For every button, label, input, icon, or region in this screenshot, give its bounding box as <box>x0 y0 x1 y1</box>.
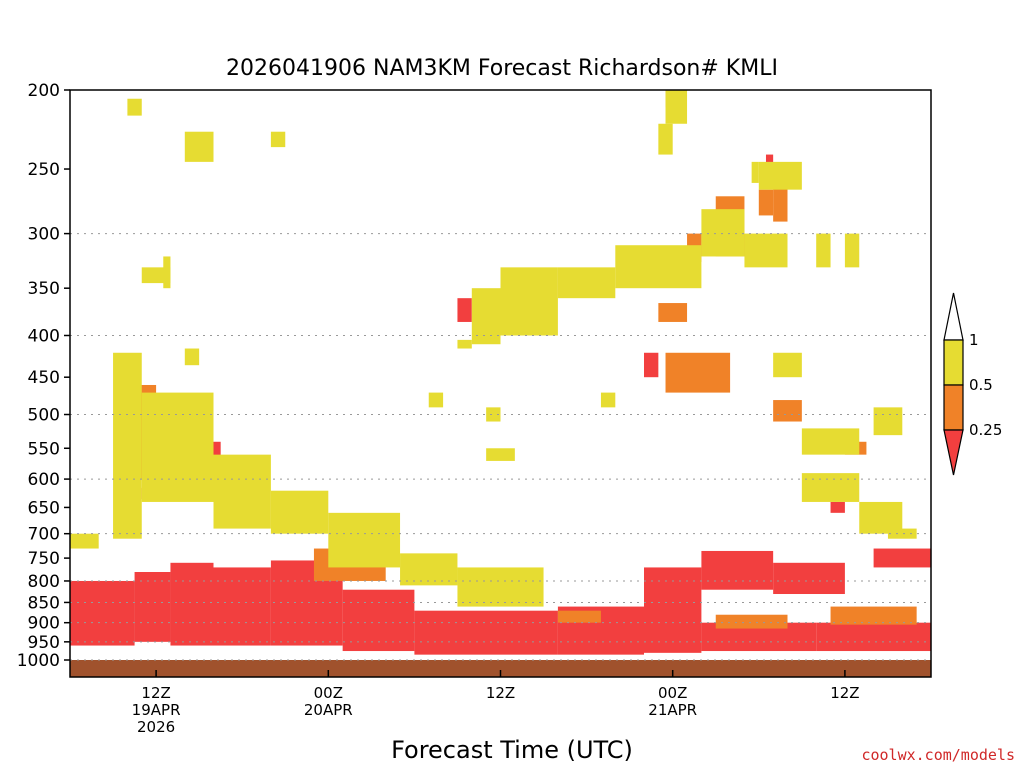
ri-cell-s2-23 <box>428 392 444 408</box>
ri-cell-s0-3 <box>213 567 271 646</box>
ri-cell-s2-6 <box>457 567 544 607</box>
ri-cell-s2-19 <box>701 209 745 257</box>
ri-cell-s2-0 <box>113 352 142 539</box>
y-tick-label: 850 <box>28 593 60 613</box>
ri-cell-s2-17 <box>557 267 616 299</box>
y-tick-label: 350 <box>28 279 60 299</box>
x-tick-label: 20APR <box>304 701 353 719</box>
ri-cell-s1-7 <box>665 352 731 393</box>
y-tick-label: 250 <box>28 160 60 180</box>
legend-swatch-0p5-1 <box>943 339 964 386</box>
ri-cell-s2-3 <box>270 490 329 534</box>
ri-cell-s2-15 <box>471 288 501 345</box>
ri-cell-s2-31 <box>801 428 860 455</box>
ri-cell-s2-12 <box>184 348 200 366</box>
y-tick-label: 1000 <box>17 651 60 671</box>
ri-cell-s2-25 <box>600 392 616 408</box>
ri-cell-s0-5 <box>342 589 415 652</box>
x-tick-label: 12Z <box>830 684 859 702</box>
x-tick-label: 12Z <box>486 684 515 702</box>
x-tick-label: 12Z <box>141 684 170 702</box>
y-tick-label: 550 <box>28 439 60 459</box>
legend-label: 1 <box>969 331 979 349</box>
ri-cell-s0-10 <box>773 562 845 595</box>
ri-cell-s2-7 <box>70 533 99 549</box>
legend: 1 0.5 0.25 <box>943 292 1002 476</box>
ri-cell-s2-33 <box>859 501 903 534</box>
ri-cell-s2-5 <box>400 553 458 586</box>
x-tick-label: 21APR <box>648 701 697 719</box>
ri-cell-s0-21 <box>830 501 845 513</box>
legend-swatch-lt0p25 <box>943 429 964 476</box>
ri-cell-s2-22 <box>486 448 515 461</box>
x-tick-label: 00Z <box>658 684 687 702</box>
heatmap-cells <box>70 90 931 677</box>
ri-cell-s2-34 <box>873 407 903 436</box>
ri-cell-s2-26 <box>744 233 788 268</box>
x-axis-label: Forecast Time (UTC) <box>391 736 633 764</box>
ri-cell-s2-8 <box>127 98 142 116</box>
ri-cell-s2-21 <box>658 123 673 155</box>
ri-cell-s2-28 <box>758 161 802 190</box>
ground-band <box>70 660 931 677</box>
ri-cell-s2-27 <box>751 161 759 183</box>
ri-cell-s0-8 <box>644 567 702 653</box>
ri-cell-s2-24 <box>486 407 501 422</box>
y-tick-label: 750 <box>28 549 60 569</box>
y-tick-label: 650 <box>28 498 60 518</box>
ri-cell-s2-1 <box>141 392 214 502</box>
x-tick-label: 2026 <box>137 718 175 736</box>
y-tick-label: 500 <box>28 406 60 426</box>
ri-cell-s1-13 <box>758 189 774 216</box>
legend-swatch-0p25-0p5 <box>943 384 964 431</box>
ri-cell-s0-17 <box>457 298 472 322</box>
ri-cell-s2-29 <box>816 233 831 268</box>
ri-cell-s2-30 <box>844 233 860 268</box>
ri-cell-s0-0 <box>134 572 171 642</box>
legend-swatch-gt1 <box>943 292 964 341</box>
ri-cell-s1-3 <box>557 610 601 623</box>
y-tick-label: 300 <box>28 225 60 245</box>
ri-cell-s0-19 <box>644 352 659 378</box>
y-tick-label: 800 <box>28 572 60 592</box>
ri-cell-s2-10 <box>163 256 171 289</box>
ri-cell-s0-12 <box>816 622 931 652</box>
y-tick-label: 900 <box>28 614 60 634</box>
y-tick-label: 950 <box>28 633 60 653</box>
ri-cell-s2-11 <box>184 131 214 162</box>
ri-cell-s0-2 <box>170 562 214 646</box>
ri-cell-s1-11 <box>715 614 788 629</box>
x-tick-label: 00Z <box>314 684 343 702</box>
ri-cell-s2-2 <box>213 454 271 529</box>
ri-cell-s1-12 <box>830 606 917 625</box>
ri-cell-s0-6 <box>414 610 558 655</box>
ri-cell-s2-35 <box>887 528 917 539</box>
credit-text: coolwx.com/models <box>861 746 1015 764</box>
y-axis: 200 250 300 350 400 450 500 550 600 650 700 750 8008… <box>17 81 70 671</box>
legend-label: 0.25 <box>969 421 1002 439</box>
ri-cell-s2-20 <box>665 90 688 124</box>
y-tick-label: 400 <box>28 326 60 346</box>
ri-cell-s1-9 <box>773 400 802 422</box>
y-tick-label: 200 <box>28 81 60 101</box>
y-tick-label: 450 <box>28 368 60 388</box>
ri-cell-s0-1 <box>70 580 135 646</box>
y-tick-label: 600 <box>28 470 60 490</box>
ri-cell-s2-4 <box>328 512 401 568</box>
ri-cell-s2-18 <box>615 245 702 289</box>
legend-label: 0.5 <box>969 376 993 394</box>
chart-title: 2026041906 NAM3KM Forecast Richardson# K… <box>226 56 778 81</box>
x-tick-label: 19APR <box>132 701 181 719</box>
ri-cell-s1-4 <box>658 303 688 322</box>
ri-cell-s2-14 <box>457 339 472 349</box>
ri-cell-s2-36 <box>773 352 802 378</box>
ri-cell-s2-13 <box>270 131 286 148</box>
ri-cell-s2-32 <box>801 473 860 502</box>
ri-cell-s0-13 <box>873 548 931 568</box>
ri-cell-s0-9 <box>701 550 774 590</box>
ri-cell-s2-16 <box>500 267 558 336</box>
y-tick-label: 700 <box>28 525 60 545</box>
